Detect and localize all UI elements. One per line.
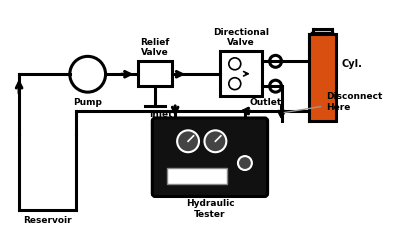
Text: Outlet: Outlet — [250, 98, 282, 106]
Bar — [138, 62, 172, 87]
Text: Inlet: Inlet — [149, 109, 172, 118]
Text: Hydraulic
Tester: Hydraulic Tester — [186, 199, 234, 218]
Bar — [220, 52, 262, 97]
Text: Relief
Valve: Relief Valve — [140, 38, 170, 57]
Text: Reservoir: Reservoir — [23, 215, 72, 224]
Circle shape — [177, 131, 199, 153]
Text: Pump: Pump — [73, 98, 102, 107]
Text: Disconnect
Here: Disconnect Here — [284, 92, 383, 113]
Text: Cyl.: Cyl. — [341, 59, 362, 68]
Circle shape — [204, 131, 226, 153]
Bar — [309, 35, 336, 121]
Circle shape — [238, 156, 252, 170]
Text: Directional
Valve: Directional Valve — [213, 28, 269, 47]
Bar — [167, 168, 227, 184]
FancyBboxPatch shape — [152, 118, 268, 197]
